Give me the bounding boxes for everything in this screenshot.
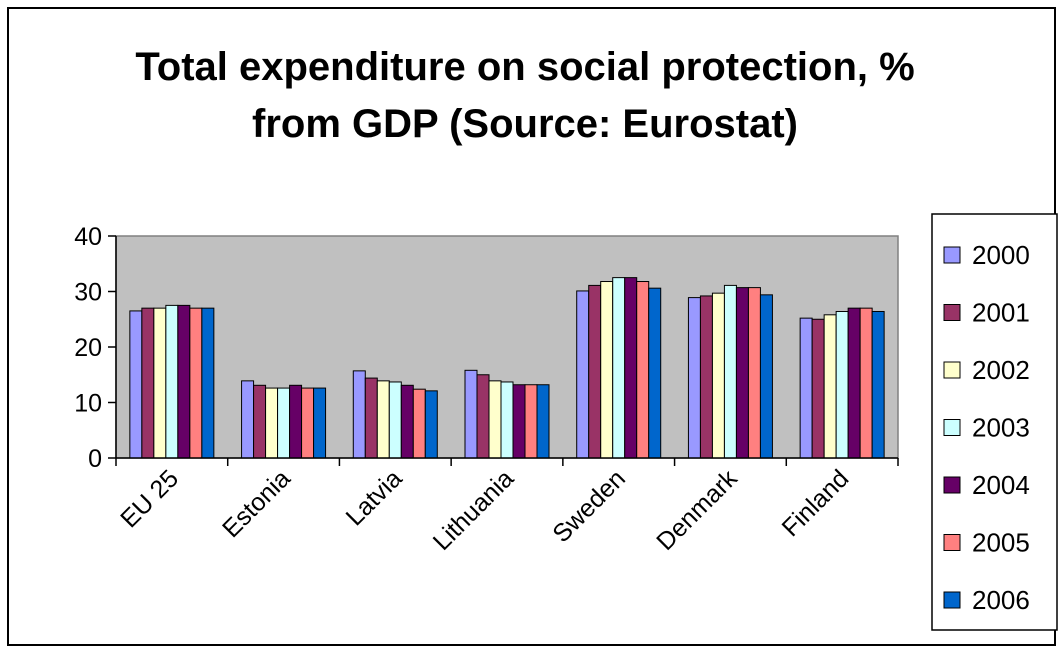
bars-group [129,277,885,459]
legend-label-2000: 2000 [972,240,1030,270]
bar-eu-25-2001 [141,307,155,459]
bar-denmark-2001 [699,295,713,459]
legend-label-2002: 2002 [972,355,1030,385]
chart-title-line-1: Total expenditure on social protection, … [135,45,914,89]
bar-estonia-2005 [301,387,315,459]
bar-sweden-2006 [648,287,662,459]
bar-eu-25-2004 [177,304,191,459]
bar-sweden-2001 [588,284,602,459]
bar-lithuania-2005 [524,384,538,459]
bar-finland-2005 [859,307,873,459]
bar-sweden-2003 [612,277,626,459]
legend-swatch-2003 [943,419,961,436]
legend-swatch-2000 [943,246,961,264]
y-ticks-group: 0 10 20 30 40 [74,223,116,473]
bar-estonia-2001 [253,384,267,459]
bar-denmark-2005 [747,287,761,459]
bar-finland-2006 [871,310,885,459]
legend-swatch-2002 [943,361,961,379]
bar-sweden-2002 [600,281,614,459]
legend-swatch-2005 [943,534,961,551]
bar-denmark-2004 [735,287,749,459]
bar-lithuania-2002 [488,380,502,459]
bar-latvia-2006 [424,390,438,459]
bar-eu-25-2003 [165,304,179,459]
bar-lithuania-2003 [500,381,514,459]
legend-swatch-2006 [943,591,961,609]
y-tick-label: 40 [74,223,102,251]
y-tick-label: 30 [74,279,102,307]
legend-label-2001: 2001 [972,298,1030,328]
y-tick-label: 10 [74,390,102,418]
legend-swatch-2001 [943,304,961,321]
bar-latvia-2000 [352,370,366,459]
bar-lithuania-2001 [476,374,490,459]
bar-finland-2000 [799,317,813,459]
bar-finland-2002 [823,314,837,459]
bar-eu-25-2006 [201,307,215,459]
bar-eu-25-2005 [189,307,203,459]
legend-group: 2000 2001 2002 2003 2004 2005 2006 [943,240,1030,615]
bar-latvia-2001 [364,377,378,459]
bar-denmark-2002 [711,292,725,459]
legend-label-2003: 2003 [972,413,1030,443]
bar-sweden-2004 [624,277,638,459]
y-tick-label: 0 [88,445,102,473]
bar-denmark-2000 [687,297,701,459]
legend-label-2004: 2004 [972,470,1030,500]
bar-finland-2004 [847,307,861,459]
bar-latvia-2002 [376,380,390,459]
bar-finland-2003 [835,310,849,459]
y-tick-label: 20 [74,334,102,362]
bar-lithuania-2000 [464,369,478,459]
bar-lithuania-2004 [512,384,526,459]
bar-latvia-2004 [400,384,414,459]
bar-estonia-2003 [277,387,291,459]
bar-eu-25-2000 [129,310,143,459]
chart-title-line-2: from GDP (Source: Eurostat) [252,102,798,146]
bar-latvia-2003 [388,381,402,459]
bar-denmark-2006 [759,294,773,459]
bar-estonia-2004 [289,384,303,459]
bar-estonia-2006 [313,387,327,459]
bar-sweden-2000 [576,290,590,459]
legend-label-2005: 2005 [972,528,1030,558]
bar-finland-2001 [811,318,825,459]
bar-latvia-2005 [412,388,426,459]
bar-estonia-2000 [241,380,255,459]
legend-label-2006: 2006 [972,585,1030,615]
bar-eu-25-2002 [153,307,167,459]
legend-swatch-2004 [943,476,961,494]
x-ticks-group [115,458,899,466]
bar-lithuania-2006 [536,384,550,459]
bar-denmark-2003 [723,284,737,459]
bar-estonia-2002 [265,387,279,459]
bar-sweden-2005 [636,281,650,459]
